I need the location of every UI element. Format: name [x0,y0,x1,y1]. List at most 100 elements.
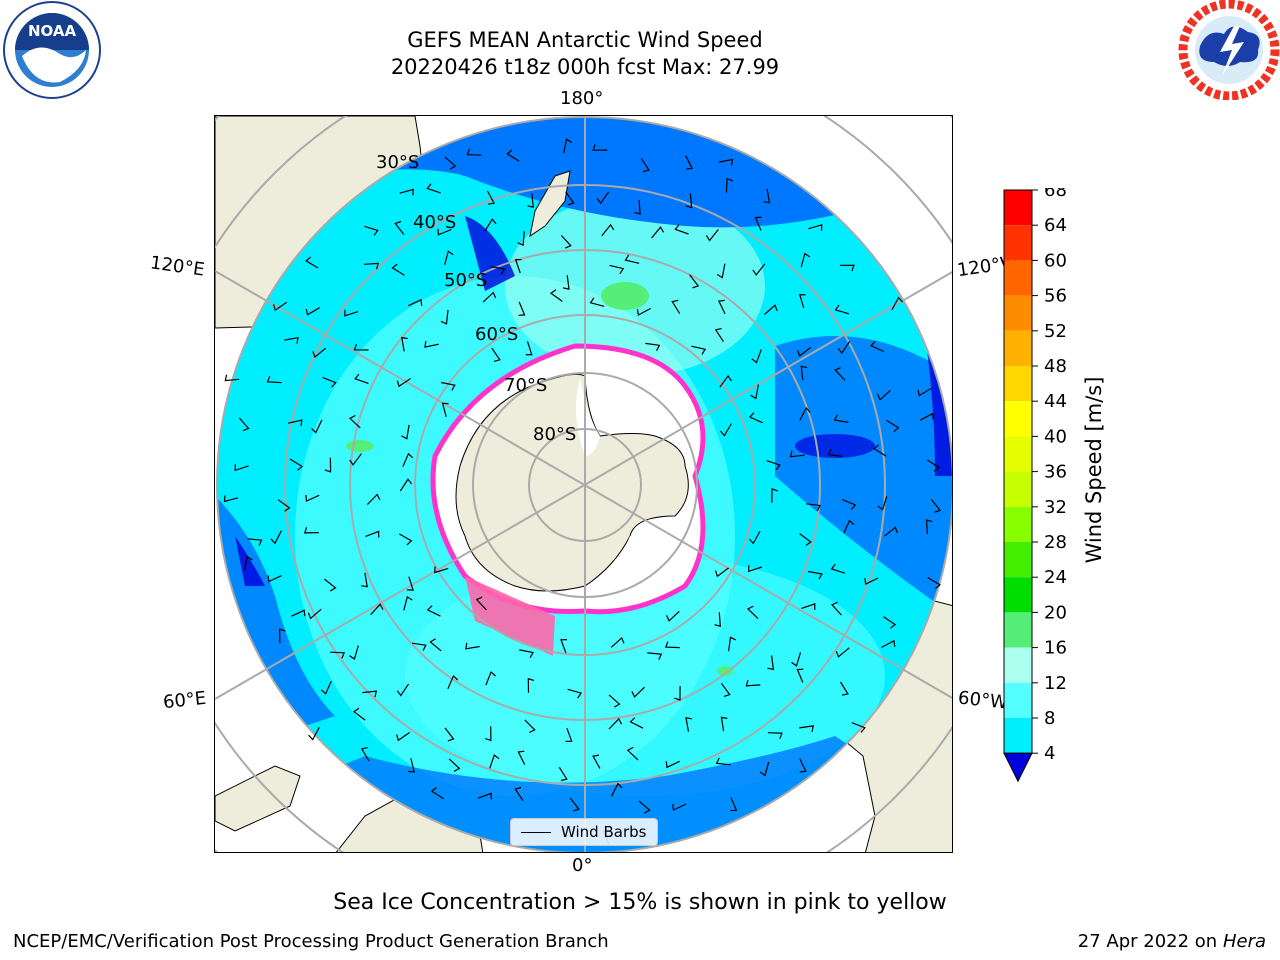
wind-barb [489,754,500,769]
wind-barb [440,381,456,391]
wind-barb [514,786,524,802]
wind-barb [799,406,811,421]
wind-barb [596,191,610,205]
wind-barb [725,177,734,193]
wind-barb [714,567,729,578]
wind-barb [491,347,501,362]
wind-barb [720,423,733,437]
map-legend: Wind Barbs [510,818,658,846]
colorbar-segment [1004,647,1032,683]
colorbar-segment [1004,506,1032,542]
wind-barb [870,340,885,353]
wind-barb [827,448,843,457]
wind-barb [401,424,410,440]
legend-label: Wind Barbs [561,823,647,841]
wind-barb [764,304,778,315]
wind-barb [833,414,849,423]
wind-barb [754,216,762,231]
wind-barb [273,301,288,312]
wind-barb [629,717,644,729]
footer-date-text: 27 Apr 2022 on [1077,931,1223,952]
wind-barb [624,254,640,264]
wind-barb [305,494,320,502]
wind-barb [842,499,857,510]
lat-label-80s: 80°S [533,424,577,445]
wind-barb [634,199,641,215]
wind-barb [798,293,806,309]
wind-barb [608,694,621,708]
wind-barb [763,188,771,204]
wind-barb [549,289,563,302]
wind-barb [284,336,299,344]
wind-barb [808,224,823,231]
wind-barb [396,731,411,742]
wind-barb [714,612,721,627]
wind-barb [322,376,337,388]
colorbar-tick-label: 24 [1044,567,1067,588]
wind-barb [651,226,665,239]
wind-barb [429,638,442,652]
wind-barb [267,575,282,583]
wind-barb [291,609,306,617]
wind-barb [799,758,807,773]
wind-barb [592,144,608,151]
colorbar-tick-label: 48 [1044,356,1067,377]
wind-barb [352,707,366,721]
wind-barb [448,758,461,772]
wind-barb [685,717,692,732]
colorbar-segment [1004,190,1032,226]
wind-barb [638,800,651,814]
colorbar-tick-label: 12 [1044,673,1067,694]
colorbar-segment [1004,401,1032,437]
wind-barb [843,519,855,534]
wind-barb [718,158,734,166]
wind-barb [884,526,898,537]
wind-barb [799,533,812,546]
wind-barb [444,250,454,265]
wind-barb [485,671,496,686]
footer-machine: Hera [1222,931,1266,952]
wind-barb [482,291,497,303]
noaa-logo: NOAA [0,0,104,108]
wind-barb [589,297,605,307]
footer-branch: NCEP/EMC/Verification Post Processing Pr… [13,931,609,952]
lon-label-120e: 120°E [148,252,206,281]
wind-barb [601,223,615,237]
wind-barb [234,464,249,472]
wind-barb [569,797,580,812]
colorbar-segment [1004,682,1032,718]
wind-barb [311,419,323,434]
wind-barb [484,218,497,232]
wind-barb [714,327,724,342]
colorbar-segment [1004,295,1032,331]
lon-label-60w: 60°W [957,687,1009,714]
wind-barb [864,577,879,586]
colorbar-tick-label: 16 [1044,638,1067,659]
wind-barb [361,572,368,588]
wind-barb [830,563,846,574]
wind-barb [426,605,441,617]
colorbar-tick-label: 60 [1044,250,1067,271]
wind-barb [517,750,526,765]
wind-barb [307,608,322,620]
wind-barb [399,188,414,196]
wind-barb [626,746,639,761]
lat-label-40s: 40°S [413,212,457,233]
wind-barb [609,264,625,275]
wind-barb [525,341,533,356]
wind-barb [645,342,661,351]
wind-barb [631,686,646,698]
polar-map [215,116,952,852]
wind-barb [917,387,932,397]
wind-barb [563,138,572,154]
wind-barb [277,499,291,512]
wind-barb [685,193,693,209]
wind-barb [766,460,781,471]
colorbar-title: Wind Speed [m/s] [1082,376,1106,564]
wind-barb [349,645,359,660]
wind-barb [716,263,726,279]
legend-line-swatch [521,831,551,833]
wind-barb [365,530,380,538]
colorbar-segment [1004,436,1032,472]
wind-barb [514,258,522,274]
